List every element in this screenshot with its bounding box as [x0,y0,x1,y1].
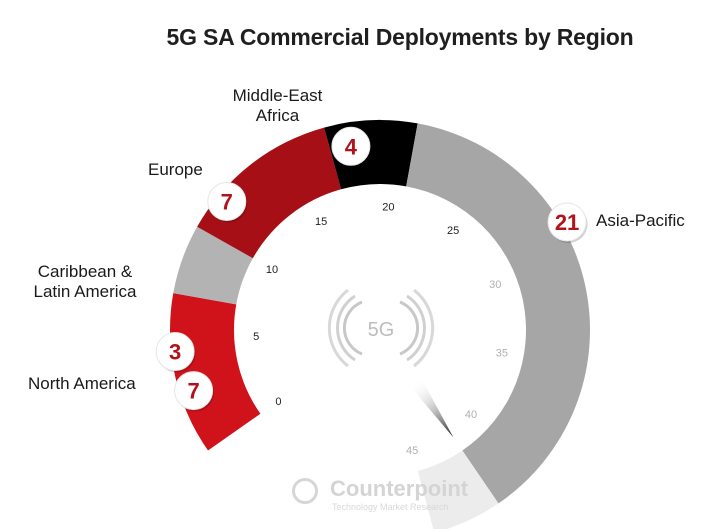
gauge-needle [409,377,454,438]
5g-icon-text: 5G [368,319,395,341]
label-caribbean-latin-america: Caribbean & Latin America [26,262,144,302]
tick-label-45: 45 [406,445,418,457]
label-europe: Europe [148,160,203,179]
counterpoint-logo-icon [292,478,318,504]
tick-label-20: 20 [382,201,394,213]
value-label-caribbean-latin-america: 3 [169,340,181,365]
gauge-segment-caribbean-latin-america [173,226,253,305]
label-mea-line-1: Middle-East [232,86,323,105]
value-label-europe: 7 [221,189,233,214]
label-middle-east-africa: Middle-East Africa [220,86,335,126]
label-mea-line-2: Africa [255,106,300,125]
chart-title: 5G SA Commercial Deployments by Region [166,24,634,50]
value-label-middle-east-africa: 4 [345,134,358,159]
tick-label-35: 35 [496,348,508,360]
watermark-tagline: Technology Market Research [332,502,449,512]
tick-label-15: 15 [315,216,327,228]
gauge-segment-remainder [417,450,499,529]
value-badge-europe: 7 [207,181,248,223]
tick-label-10: 10 [266,264,278,276]
gauge-segment-north-america [170,293,261,451]
value-badge-asia-pacific: 21 [547,202,588,243]
value-label-asia-pacific: 21 [555,210,579,235]
label-asia-pacific: Asia-Pacific [596,211,685,230]
value-badge-north-america: 7 [174,371,215,412]
value-badge-caribbean-latin-america: 3 [155,332,196,373]
tick-label-0: 0 [275,396,281,408]
value-badge-middle-east-africa: 4 [331,126,372,168]
gauge-segment-asia-pacific [406,123,590,504]
value-label-north-america: 7 [187,379,199,404]
label-north-america: North America [28,374,136,393]
label-cla-line-1: Caribbean & [37,262,133,281]
label-cla-line-2: Latin America [33,282,137,301]
tick-label-40: 40 [465,409,477,421]
watermark-name: Counterpoint [330,476,469,501]
tick-label-5: 5 [253,331,259,343]
tick-label-30: 30 [489,279,501,291]
tick-label-25: 25 [447,225,459,237]
gauge-segment-europe [197,127,342,259]
5g-signal-icon: 5G [327,288,435,368]
